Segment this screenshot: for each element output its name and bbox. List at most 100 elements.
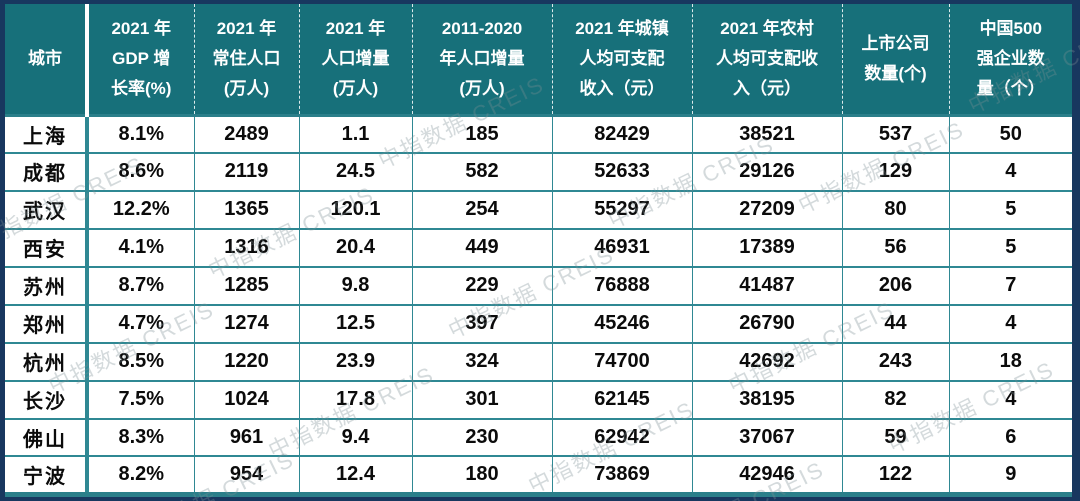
gdp-cell: 8.5% — [86, 341, 195, 382]
table-row-changsha: 长沙 7.5% 1024 17.8 301 62145 38195 82 4 — [5, 379, 1072, 420]
gdp-cell: 8.3% — [86, 417, 195, 458]
table-row-ningbo: 宁波 8.2% 954 12.4 180 73869 42946 122 9 — [5, 455, 1072, 496]
rural-income-cell: 26790 — [691, 303, 843, 344]
rural-income-cell: 38521 — [691, 114, 843, 154]
urban-income-cell: 62942 — [551, 417, 693, 458]
top500-cell: 50 — [948, 114, 1072, 154]
pop-increase-2021-cell: 20.4 — [298, 227, 413, 268]
top500-cell: 7 — [948, 265, 1072, 306]
col-header-gdp-growth: 2021 年 GDP 增 长率(%) — [87, 4, 195, 117]
city-statistics-table: 城市 2021 年 GDP 增 长率(%) 2021 年 常住人口 (万人) 2… — [5, 4, 1072, 497]
pop-increase-2021-cell: 17.8 — [298, 379, 413, 420]
urban-income-cell: 52633 — [551, 151, 693, 192]
city-cell: 西安 — [5, 227, 89, 268]
pop-increase-2021-cell: 12.4 — [298, 455, 413, 496]
city-cell: 武汉 — [5, 189, 89, 230]
table-row-foshan: 佛山 8.3% 961 9.4 230 62942 37067 59 6 — [5, 417, 1072, 458]
table-body: 上海 8.1% 2489 1.1 185 82429 38521 537 50 … — [5, 114, 1072, 496]
population-cell: 1024 — [193, 379, 300, 420]
gdp-cell: 8.2% — [86, 455, 195, 496]
population-cell: 954 — [193, 455, 300, 496]
top500-cell: 4 — [948, 151, 1072, 192]
pop-increase-2021-cell: 12.5 — [298, 303, 413, 344]
listed-companies-cell: 80 — [841, 189, 950, 230]
pop-increase-2021-cell: 9.4 — [298, 417, 413, 458]
top500-cell: 4 — [948, 303, 1072, 344]
urban-income-cell: 62145 — [551, 379, 693, 420]
pop-increase-2011-2020-cell: 397 — [411, 303, 553, 344]
city-cell: 佛山 — [5, 417, 89, 458]
population-cell: 2489 — [193, 114, 300, 154]
population-cell: 961 — [193, 417, 300, 458]
table-row-shanghai: 上海 8.1% 2489 1.1 185 82429 38521 537 50 — [5, 114, 1072, 154]
gdp-cell: 8.7% — [86, 265, 195, 306]
listed-companies-cell: 56 — [841, 227, 950, 268]
listed-companies-cell: 122 — [841, 455, 950, 496]
rural-income-cell: 37067 — [691, 417, 843, 458]
top500-cell: 5 — [948, 227, 1072, 268]
table-row-xian: 西安 4.1% 1316 20.4 449 46931 17389 56 5 — [5, 227, 1072, 268]
rural-income-cell: 42692 — [691, 341, 843, 382]
city-cell: 成都 — [5, 151, 89, 192]
pop-increase-2011-2020-cell: 254 — [411, 189, 553, 230]
col-header-pop-increase-2011-2020: 2011-2020 年人口增量 (万人) — [412, 4, 553, 117]
rural-income-cell: 29126 — [691, 151, 843, 192]
population-cell: 1285 — [193, 265, 300, 306]
listed-companies-cell: 129 — [841, 151, 950, 192]
pop-increase-2011-2020-cell: 582 — [411, 151, 553, 192]
gdp-cell: 8.6% — [86, 151, 195, 192]
population-cell: 2119 — [193, 151, 300, 192]
top500-cell: 6 — [948, 417, 1072, 458]
city-cell: 宁波 — [5, 455, 89, 496]
listed-companies-cell: 82 — [841, 379, 950, 420]
rural-income-cell: 17389 — [691, 227, 843, 268]
col-header-rural-income: 2021 年农村 人均可支配收 入（元） — [692, 4, 843, 117]
listed-companies-cell: 206 — [841, 265, 950, 306]
pop-increase-2021-cell: 1.1 — [298, 114, 413, 154]
urban-income-cell: 82429 — [551, 114, 693, 154]
listed-companies-cell: 44 — [841, 303, 950, 344]
table-row-hangzhou: 杭州 8.5% 1220 23.9 324 74700 42692 243 18 — [5, 341, 1072, 382]
gdp-cell: 4.7% — [86, 303, 195, 344]
gdp-cell: 7.5% — [86, 379, 195, 420]
city-cell: 长沙 — [5, 379, 89, 420]
urban-income-cell: 74700 — [551, 341, 693, 382]
city-cell: 上海 — [5, 114, 89, 154]
population-cell: 1316 — [193, 227, 300, 268]
listed-companies-cell: 537 — [841, 114, 950, 154]
urban-income-cell: 55297 — [551, 189, 693, 230]
urban-income-cell: 76888 — [551, 265, 693, 306]
pop-increase-2011-2020-cell: 324 — [411, 341, 553, 382]
table-header: 城市 2021 年 GDP 增 长率(%) 2021 年 常住人口 (万人) 2… — [5, 4, 1072, 117]
table-row-zhengzhou: 郑州 4.7% 1274 12.5 397 45246 26790 44 4 — [5, 303, 1072, 344]
top500-cell: 5 — [948, 189, 1072, 230]
rural-income-cell: 27209 — [691, 189, 843, 230]
header-row: 城市 2021 年 GDP 增 长率(%) 2021 年 常住人口 (万人) 2… — [5, 4, 1072, 117]
urban-income-cell: 73869 — [551, 455, 693, 496]
gdp-cell: 8.1% — [86, 114, 195, 154]
table-row-suzhou: 苏州 8.7% 1285 9.8 229 76888 41487 206 7 — [5, 265, 1072, 306]
pop-increase-2021-cell: 9.8 — [298, 265, 413, 306]
pop-increase-2021-cell: 23.9 — [298, 341, 413, 382]
col-header-pop-increase-2021: 2021 年 人口增量 (万人) — [299, 4, 413, 117]
city-cell: 苏州 — [5, 265, 89, 306]
population-cell: 1274 — [193, 303, 300, 344]
table-row-chengdu: 成都 8.6% 2119 24.5 582 52633 29126 129 4 — [5, 151, 1072, 192]
pop-increase-2011-2020-cell: 449 — [411, 227, 553, 268]
gdp-cell: 12.2% — [86, 189, 195, 230]
population-cell: 1365 — [193, 189, 300, 230]
col-header-city: 城市 — [5, 4, 89, 117]
gdp-cell: 4.1% — [86, 227, 195, 268]
col-header-top500-companies: 中国500 强企业数 量（个） — [949, 4, 1072, 117]
col-header-resident-population: 2021 年 常住人口 (万人) — [194, 4, 300, 117]
pop-increase-2011-2020-cell: 229 — [411, 265, 553, 306]
urban-income-cell: 45246 — [551, 303, 693, 344]
pop-increase-2021-cell: 120.1 — [298, 189, 413, 230]
top500-cell: 9 — [948, 455, 1072, 496]
top500-cell: 4 — [948, 379, 1072, 420]
pop-increase-2011-2020-cell: 180 — [411, 455, 553, 496]
city-cell: 杭州 — [5, 341, 89, 382]
col-header-urban-income: 2021 年城镇 人均可支配 收入（元） — [552, 4, 693, 117]
population-cell: 1220 — [193, 341, 300, 382]
